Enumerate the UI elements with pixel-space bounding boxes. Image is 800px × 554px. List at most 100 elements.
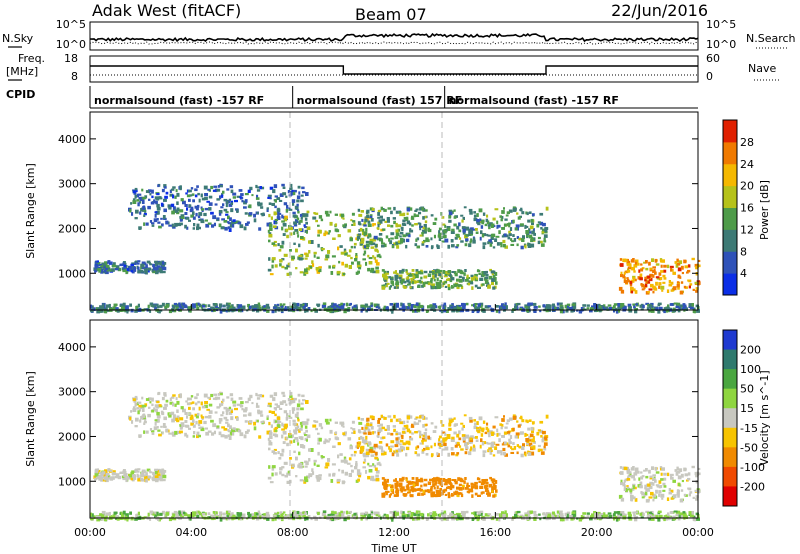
power-echo-cell xyxy=(489,243,493,247)
velocity-echo-cell xyxy=(393,414,396,419)
velocity-echo-cell xyxy=(285,403,288,406)
power-echo-cell xyxy=(680,265,684,270)
power-echo-cell xyxy=(149,309,152,313)
power-echo-cell xyxy=(503,307,506,312)
power-echo-cell xyxy=(504,302,507,307)
power-echo-cell xyxy=(198,226,201,230)
power-echo-cell xyxy=(104,307,108,312)
velocity-echo-cell xyxy=(538,448,543,452)
power-echo-cell xyxy=(503,223,507,227)
velocity-echo-cell xyxy=(344,460,348,464)
power-echo-cell xyxy=(174,222,178,227)
power-echo-cell xyxy=(371,242,376,246)
velocity-echo-cell xyxy=(377,420,380,424)
power-echo-cell xyxy=(463,206,467,209)
power-echo-cell xyxy=(172,186,176,189)
power-echo-cell xyxy=(672,271,676,275)
velocity-echo-cell xyxy=(273,452,277,455)
velocity-echo-cell xyxy=(530,451,535,456)
power-echo-cell xyxy=(329,307,332,311)
velocity-echo-cell xyxy=(458,437,462,441)
power-echo-cell xyxy=(501,227,505,230)
velocity-echo-cell xyxy=(248,412,252,417)
power-echo-cell xyxy=(499,215,502,218)
power-echo-cell xyxy=(219,304,222,309)
velocity-echo-cell xyxy=(688,511,693,515)
power-echo-cell xyxy=(439,235,442,239)
velocity-echo-cell xyxy=(375,478,380,482)
velocity-echo-cell xyxy=(390,418,393,423)
velocity-colorbar-swatch xyxy=(723,369,737,390)
velocity-echo-cell xyxy=(482,450,487,453)
velocity-echo-cell xyxy=(395,489,399,492)
velocity-echo-cell xyxy=(273,433,277,436)
nsky-panel: N.Sky 10^5 10^0 10^5 10^0 N.Search xyxy=(2,18,796,51)
velocity-echo-cell xyxy=(469,419,473,423)
velocity-echo-cell xyxy=(276,405,281,408)
power-echo-cell xyxy=(353,304,357,308)
power-echo-cell xyxy=(208,195,213,199)
velocity-echo-cell xyxy=(200,427,205,432)
velocity-echo-cell xyxy=(203,393,208,398)
power-echo-cell xyxy=(342,217,345,220)
velocity-echo-cell xyxy=(350,427,353,430)
velocity-echo-cell xyxy=(383,513,387,517)
velocity-echo-cell xyxy=(207,512,211,516)
velocity-echo-cell xyxy=(292,410,295,414)
velocity-echo-cell xyxy=(372,445,377,450)
power-echo-cell xyxy=(269,273,274,276)
velocity-echo-cell xyxy=(641,475,645,478)
velocity-echo-cell xyxy=(298,462,303,465)
power-echo-cell xyxy=(633,270,636,273)
velocity-echo-cell xyxy=(674,469,678,472)
velocity-echo-cell xyxy=(189,517,192,521)
velocity-echo-cell xyxy=(394,482,398,487)
power-echo-cell xyxy=(446,226,451,229)
velocity-echo-cell xyxy=(692,496,695,499)
velocity-echo-cell xyxy=(194,402,198,406)
velocity-echo-cell xyxy=(170,518,174,521)
power-echo-cell xyxy=(180,214,185,217)
power-echo-cell xyxy=(681,272,684,275)
velocity-echo-cell xyxy=(660,472,663,476)
power-echo-cell xyxy=(294,229,298,232)
velocity-echo-cell xyxy=(381,452,385,456)
velocity-echo-cell xyxy=(239,517,242,521)
power-echo-cell xyxy=(268,213,271,218)
power-echo-cell xyxy=(295,215,299,218)
velocity-echo-cell xyxy=(514,513,518,518)
velocity-echo-cell xyxy=(228,510,231,513)
velocity-echo-cell xyxy=(90,517,94,521)
power-echo-cell xyxy=(274,195,278,198)
power-echo-cell xyxy=(195,207,199,211)
velocity-echo-cell xyxy=(162,474,167,479)
power-echo-cell xyxy=(431,245,434,249)
power-echo-cell xyxy=(504,305,508,310)
velocity-echo-cell xyxy=(668,491,673,495)
velocity-echo-cell xyxy=(304,512,308,515)
power-echo-cell xyxy=(538,305,541,308)
velocity-echo-cell xyxy=(651,466,655,470)
velocity-echo-cell xyxy=(133,400,137,403)
velocity-echo-cell xyxy=(154,475,159,478)
power-echo-cell xyxy=(196,185,199,188)
velocity-echo-cell xyxy=(455,454,459,457)
power-echo-cell xyxy=(318,215,323,219)
power-echo-cell xyxy=(239,196,242,199)
velocity-echo-cell xyxy=(451,436,455,440)
velocity-echo-cell xyxy=(259,394,262,398)
velocity-echo-cell xyxy=(418,419,422,423)
power-echo-cell xyxy=(533,309,537,313)
power-echo-cell xyxy=(366,209,370,214)
power-echo-cell xyxy=(495,309,499,313)
power-echo-cell xyxy=(318,268,322,273)
velocity-echo-cell xyxy=(367,428,371,432)
velocity-echo-cell xyxy=(149,510,154,514)
power-echo-cell xyxy=(296,199,300,203)
velocity-echo-cell xyxy=(181,424,185,428)
velocity-echo-cell xyxy=(241,513,245,517)
power-echo-cell xyxy=(537,240,541,245)
power-echo-cell xyxy=(375,306,379,309)
power-echo-cell xyxy=(365,227,368,232)
power-echo-cell xyxy=(560,306,564,309)
